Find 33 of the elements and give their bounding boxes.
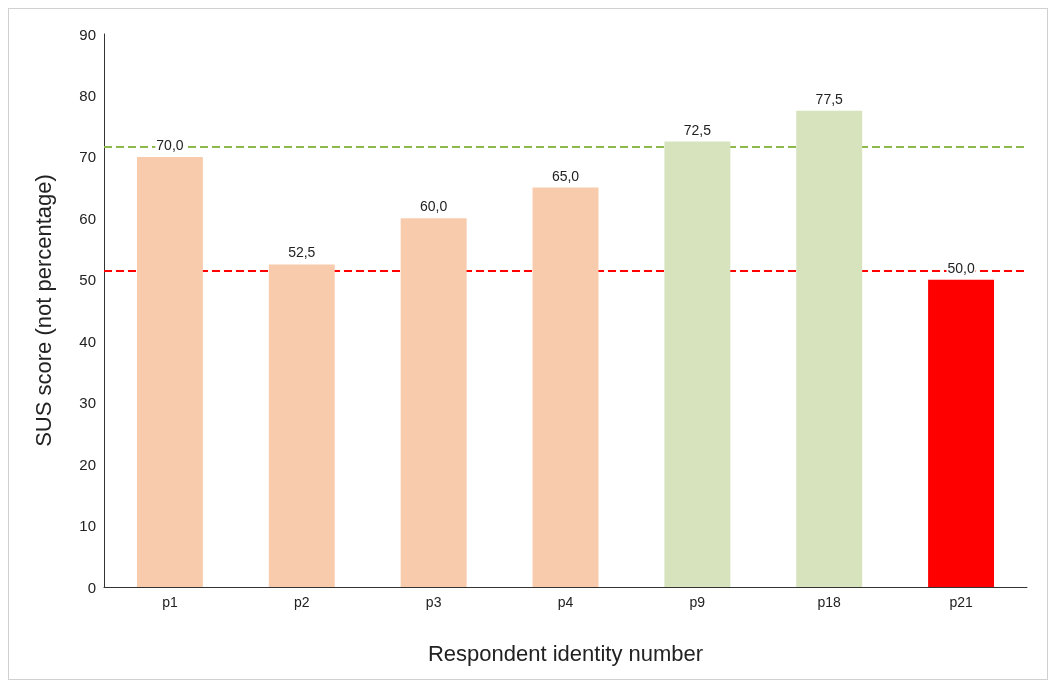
- data-label: 70,0: [156, 136, 184, 153]
- y-tick-label: 10: [79, 517, 96, 535]
- data-label: 52,5: [288, 244, 316, 261]
- x-tick-label: p21: [949, 594, 973, 610]
- bar: [928, 279, 995, 587]
- y-tick-label: 20: [79, 455, 96, 473]
- y-tick-label: 70: [79, 148, 96, 166]
- x-tick-label: p1: [162, 594, 178, 610]
- y-axis-title: SUS score (not percentage): [30, 174, 56, 447]
- bar: [268, 264, 335, 587]
- bar: [532, 187, 599, 587]
- y-tick-label: 90: [79, 25, 96, 43]
- y-tick-label: 40: [79, 332, 96, 350]
- data-label: 60,0: [420, 198, 448, 215]
- x-tick-label: p2: [294, 594, 310, 610]
- y-tick-label: 30: [79, 394, 96, 412]
- y-tick-label: 80: [79, 86, 96, 104]
- x-axis-title: Respondent identity number: [427, 640, 704, 666]
- y-tick-label: 0: [87, 578, 96, 596]
- bar: [796, 110, 863, 587]
- bar: [400, 218, 467, 587]
- bar: [136, 156, 203, 587]
- y-tick-label: 60: [79, 209, 96, 227]
- bar: [664, 141, 731, 587]
- x-tick-label: p3: [425, 594, 442, 610]
- x-tick-label: p4: [557, 594, 574, 610]
- x-tick-label: p9: [689, 594, 706, 610]
- data-label: 50,0: [947, 259, 975, 276]
- data-label: 72,5: [683, 121, 712, 138]
- data-label: 77,5: [815, 90, 844, 107]
- y-tick-label: 50: [79, 271, 96, 289]
- data-label: 65,0: [551, 167, 580, 184]
- x-tick-label: p18: [817, 594, 842, 610]
